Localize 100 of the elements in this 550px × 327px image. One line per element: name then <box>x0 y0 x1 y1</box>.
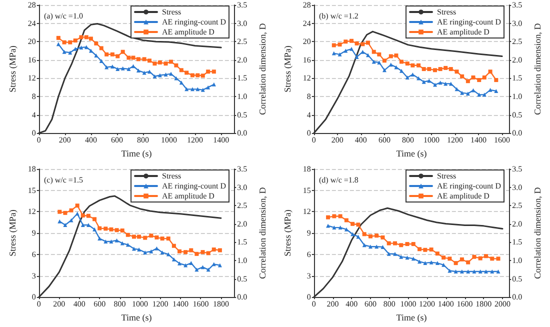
y-tick-label: 18 <box>302 164 311 174</box>
point <box>433 82 438 87</box>
point <box>160 236 164 241</box>
point <box>460 90 464 95</box>
y2-tick-label: 1.0 <box>512 256 522 265</box>
point <box>344 40 348 44</box>
point <box>374 234 379 238</box>
point <box>114 228 119 232</box>
point <box>68 40 72 44</box>
point <box>69 208 74 212</box>
x-tick-label: 800 <box>383 300 396 309</box>
y-tick-label: 0 <box>306 128 311 138</box>
x-tick-label: 400 <box>346 300 358 309</box>
point <box>377 52 382 56</box>
point <box>472 254 476 259</box>
point <box>433 68 438 72</box>
point <box>166 236 170 241</box>
point <box>58 210 62 214</box>
point <box>168 72 173 76</box>
point <box>184 70 189 75</box>
y2-tick-label: 3.0 <box>237 18 248 28</box>
point <box>442 256 446 260</box>
point <box>399 254 404 259</box>
point <box>372 50 376 54</box>
point <box>172 257 176 262</box>
y-tick-label: 18 <box>28 164 36 174</box>
x-axis-title: Time (s) <box>121 148 152 158</box>
legend-label: Stress <box>162 8 182 16</box>
y2-tick-label: 1.5 <box>237 238 248 247</box>
y-tick-label: 3 <box>32 271 36 280</box>
point <box>484 254 488 258</box>
point <box>427 67 432 72</box>
x-tick-label: 1600 <box>494 136 510 145</box>
y-tick-label: 12 <box>28 207 36 216</box>
point <box>86 223 90 227</box>
point <box>149 249 154 254</box>
y2-tick-label: 2.0 <box>237 219 248 228</box>
y2-tick-label: 0.5 <box>237 274 248 284</box>
point <box>377 60 382 64</box>
point <box>166 252 170 256</box>
point <box>460 269 464 274</box>
x-axis-title: Time (s) <box>396 312 427 322</box>
point <box>423 261 428 266</box>
y-tick-label: 8 <box>306 92 311 101</box>
point <box>148 58 152 63</box>
x-tick-label: 1400 <box>438 300 454 309</box>
y2-tick-label: 0.0 <box>237 292 248 302</box>
point <box>120 228 124 232</box>
point <box>143 250 148 254</box>
point <box>104 52 109 56</box>
point <box>366 40 370 45</box>
point <box>126 67 131 72</box>
y2-tick-label: 1.0 <box>237 256 248 265</box>
point <box>63 223 68 227</box>
y-tick-label: 20 <box>302 37 311 46</box>
point <box>422 80 426 84</box>
point <box>366 53 370 58</box>
point <box>350 46 354 51</box>
x-tick-label: 1000 <box>400 300 416 309</box>
point <box>200 88 205 92</box>
point <box>110 52 114 56</box>
point <box>478 269 482 274</box>
y2-tick-label: 3.5 <box>237 0 248 10</box>
point <box>98 226 102 230</box>
y2-tick-label: 0.0 <box>237 128 248 138</box>
point <box>190 73 194 78</box>
x-tick-label: 1400 <box>172 300 188 309</box>
legend-label: Stress <box>437 172 456 180</box>
point <box>206 70 210 74</box>
y-tick-label: 0 <box>32 292 36 302</box>
x-tick-label: 400 <box>73 300 86 309</box>
point <box>405 242 410 246</box>
y2-tick-label: 2.0 <box>512 55 522 64</box>
y-tick-label: 28 <box>28 0 36 10</box>
x-tick-label: 1800 <box>212 300 229 309</box>
x-tick-label: 1600 <box>192 300 209 309</box>
point <box>116 54 120 58</box>
point <box>132 234 136 239</box>
point <box>350 38 354 43</box>
point <box>494 89 498 94</box>
y-tick-label: 8 <box>32 92 36 101</box>
y-tick-label: 12 <box>302 74 311 83</box>
annotation: (a) w/c =1.0 <box>44 12 83 20</box>
point <box>212 248 216 252</box>
point <box>120 50 125 54</box>
point <box>344 48 348 53</box>
y-axis-title: Stress (MPa) <box>8 210 18 256</box>
y2-tick-label: 1.5 <box>512 74 522 83</box>
point <box>174 63 178 68</box>
point <box>405 256 410 260</box>
x-tick-label: 1600 <box>456 300 473 309</box>
point <box>490 256 494 261</box>
point <box>429 248 434 252</box>
x-tick-label: 2000 <box>494 300 510 309</box>
point <box>368 244 372 249</box>
legend-label: Stress <box>162 172 182 180</box>
point <box>400 68 404 73</box>
point <box>126 232 130 237</box>
x-tick-label: 800 <box>402 136 414 145</box>
point <box>126 56 131 60</box>
